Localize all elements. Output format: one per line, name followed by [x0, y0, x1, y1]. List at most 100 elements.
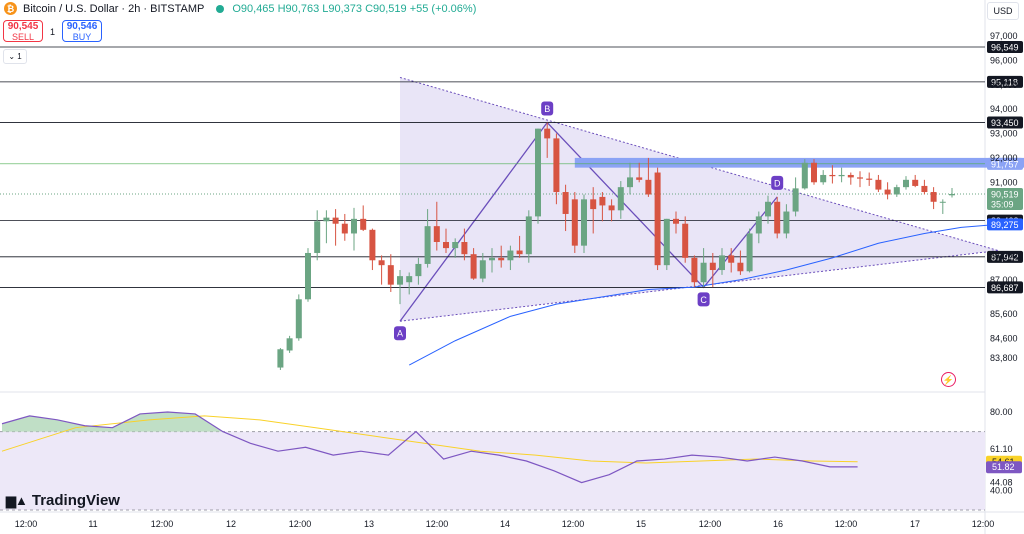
- candle-up: [507, 250, 514, 261]
- price-tick-label: 88,000: [990, 250, 1018, 260]
- candle-up: [783, 211, 790, 234]
- time-tick-label: 12:00: [289, 519, 312, 529]
- pattern-point-a: [394, 326, 406, 341]
- candle-down: [571, 199, 578, 246]
- candle-down: [847, 174, 854, 178]
- candle-down: [341, 223, 348, 234]
- candle-down: [857, 177, 863, 179]
- candle-down: [875, 179, 882, 190]
- abcd-zigzag: [399, 121, 778, 322]
- rsi-line: [1, 411, 858, 484]
- sma-value-label: 89,275: [991, 220, 1019, 230]
- price-tick-label: 97,000: [990, 31, 1018, 41]
- candle-up: [525, 216, 532, 255]
- pattern-point-b: [541, 101, 554, 116]
- candle-up: [286, 338, 293, 351]
- price-tick-label: 93,000: [990, 129, 1018, 139]
- price-tick-label: 91,000: [990, 177, 1018, 187]
- candle-down: [553, 138, 560, 193]
- candle-down: [378, 260, 385, 266]
- candle-down: [433, 226, 440, 243]
- time-tick-label: 12:00: [562, 519, 585, 529]
- level-price-badge: [987, 41, 1023, 53]
- rsi-tick-label: 80.00: [990, 407, 1013, 417]
- candle-up: [295, 299, 302, 339]
- candle-down: [443, 242, 449, 249]
- candle-down: [884, 189, 891, 195]
- price-tick-label: 95,000: [990, 80, 1018, 90]
- sell-label: SELL: [11, 32, 35, 42]
- rsi-tick-label: 61.10: [990, 444, 1013, 454]
- rsi-ma-line: [1, 415, 858, 464]
- candle-down: [562, 192, 569, 214]
- candle-up: [627, 177, 633, 188]
- time-tick-label: 12:00: [15, 519, 38, 529]
- rsi-tick-label: 40.00: [990, 485, 1013, 495]
- time-tick-label: 12: [226, 519, 236, 529]
- candle-down: [728, 255, 735, 263]
- candle-up: [746, 233, 753, 272]
- candle-down: [811, 162, 817, 183]
- price-tick-label: 94,000: [990, 104, 1018, 114]
- buy-price: 90,546: [66, 21, 98, 32]
- candle-down: [682, 223, 689, 258]
- candle-down: [590, 199, 597, 210]
- symbol-header: ₿ Bitcoin / U.S. Dollar · 2h · BITSTAMP …: [4, 2, 476, 15]
- candle-down: [498, 257, 505, 261]
- sell-price: 90,545: [7, 21, 39, 32]
- candle-down: [369, 229, 376, 261]
- candle-up: [719, 255, 725, 271]
- horizontal-levels: [0, 46, 985, 288]
- candle-down: [599, 196, 606, 206]
- indicators-collapse-button[interactable]: ⌄ 1: [3, 49, 27, 64]
- sell-button[interactable]: 90,545 SELL: [3, 20, 43, 42]
- pattern-point-label: C: [700, 295, 707, 305]
- level-price-label: 96,549: [991, 43, 1019, 53]
- candle-up: [406, 276, 413, 283]
- buy-label: BUY: [72, 32, 92, 42]
- level-price-label: 87,942: [991, 252, 1019, 262]
- candle-down: [636, 177, 643, 180]
- pattern-point-c: [697, 292, 710, 307]
- buy-button[interactable]: 90,546 BUY: [62, 20, 102, 42]
- candle-up: [617, 187, 624, 211]
- price-tick-label: 92,000: [990, 153, 1018, 163]
- level-price-label: 95,118: [991, 77, 1018, 87]
- candle-up: [277, 349, 284, 368]
- candle-down: [360, 218, 367, 230]
- price-axis: 96,54995,11893,45091,75789,42887,94286,6…: [987, 31, 1023, 363]
- pattern-point-label: D: [774, 178, 781, 188]
- level-price-label: 91,757: [991, 159, 1019, 169]
- time-tick-label: 12:00: [835, 519, 858, 529]
- candle-up: [323, 217, 330, 222]
- time-tick-label: 15: [636, 519, 646, 529]
- candle-up: [801, 162, 808, 189]
- last-price-label: 90,519: [991, 190, 1019, 200]
- spread-value: 1: [50, 27, 56, 37]
- candle-down: [544, 128, 551, 139]
- candle-up: [949, 194, 955, 196]
- time-axis: 12:00 11 12:00 12 12:00 13 12:00 14 12:00 15 12:00…: [15, 519, 995, 529]
- candle-up: [939, 201, 946, 203]
- tradingview-logo: ▆▲ TradingView: [6, 492, 120, 509]
- pattern-point-label: A: [397, 329, 403, 339]
- alert-icon[interactable]: ⚡: [941, 372, 956, 387]
- time-tick-label: 12:00: [151, 519, 174, 529]
- candle-up: [820, 174, 827, 183]
- candle-up: [305, 252, 311, 300]
- time-tick-label: 16: [773, 519, 783, 529]
- price-tick-label: 87,000: [990, 275, 1018, 285]
- candle-down: [829, 174, 836, 177]
- candle-up: [415, 263, 422, 277]
- rsi-value-badge: [986, 461, 1022, 474]
- pattern-point-label: B: [544, 104, 550, 114]
- symbol-title[interactable]: Bitcoin / U.S. Dollar · 2h · BITSTAMP: [23, 2, 205, 15]
- candle-up: [893, 187, 900, 195]
- candle-up: [314, 221, 321, 253]
- candle-up: [452, 242, 459, 249]
- candle-down: [866, 178, 873, 180]
- currency-button[interactable]: USD: [987, 2, 1019, 20]
- price-tick-label: 96,000: [990, 55, 1018, 65]
